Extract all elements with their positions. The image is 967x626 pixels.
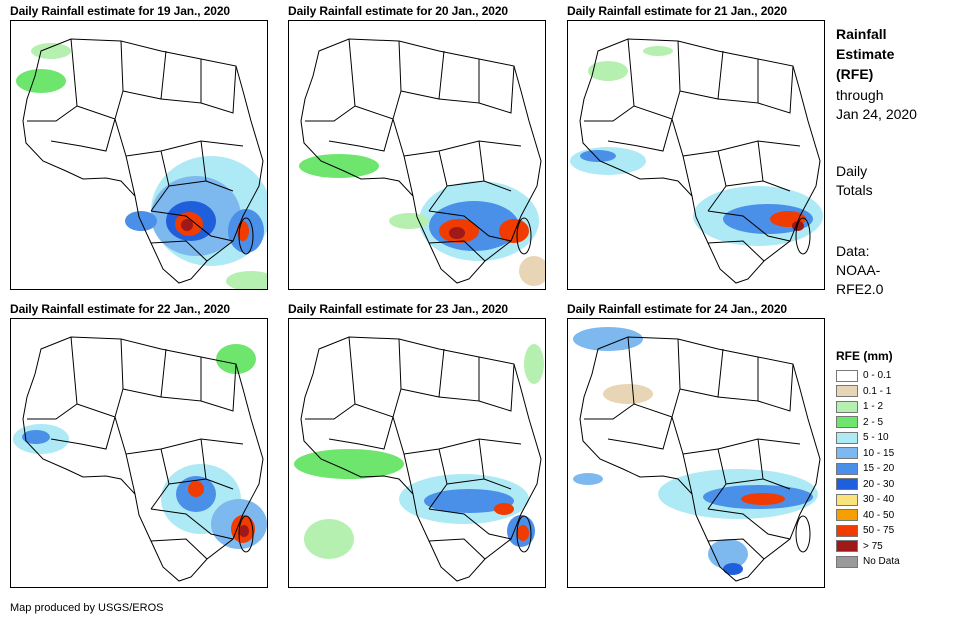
noaa-text: NOAA-	[836, 262, 881, 278]
map-panel-22-jan: Daily Rainfall estimate for 22 Jan., 202…	[10, 302, 268, 588]
panel-title: Daily Rainfall estimate for 24 Jan., 202…	[567, 302, 788, 316]
country-borders	[300, 38, 542, 284]
legend-swatch	[836, 416, 858, 428]
side-title: Rainfall Estimate (RFE)	[836, 24, 894, 84]
rainfall-map	[10, 20, 268, 290]
legend-label: 20 - 30	[863, 478, 895, 490]
through-text: through	[836, 87, 884, 103]
legend-item: 2 - 5	[836, 415, 883, 430]
rfe-text: RFE2.0	[836, 281, 884, 297]
legend-swatch	[836, 431, 858, 444]
legend-item: 15 - 20	[836, 461, 894, 476]
legend-label: 15 - 20	[863, 463, 895, 474]
side-title-line2: Estimate	[836, 46, 895, 62]
legend-label: No Data	[863, 556, 900, 567]
rainfall-map	[10, 318, 268, 588]
legend-swatch	[836, 493, 858, 506]
legend-label: 10 - 15	[863, 447, 895, 459]
legend-item: 0 - 0.1	[836, 368, 891, 383]
data-source-label: Data: NOAA- RFE2.0	[836, 242, 883, 299]
map-panel-21-jan: Daily Rainfall estimate for 21 Jan., 202…	[567, 4, 825, 290]
country-borders	[579, 38, 821, 284]
legend-swatch	[836, 447, 858, 459]
rainfall-overlay	[299, 154, 545, 286]
panel-title: Daily Rainfall estimate for 22 Jan., 202…	[10, 302, 231, 316]
rainfall-map	[567, 20, 825, 290]
daily-totals-label: Daily Totals	[836, 162, 873, 200]
through-label: through Jan 24, 2020	[836, 86, 917, 124]
legend-item: 10 - 15	[836, 446, 894, 461]
map-panel-23-jan: Daily Rainfall estimate for 23 Jan., 202…	[288, 302, 546, 588]
legend-label: 5 - 10	[863, 432, 889, 443]
through-date: Jan 24, 2020	[836, 106, 917, 122]
legend-label: 2 - 5	[863, 416, 884, 428]
legend-swatch	[836, 385, 858, 397]
legend-swatch	[836, 555, 858, 568]
legend-label: 1 - 2	[863, 401, 884, 412]
legend-label: 50 - 75	[863, 525, 895, 536]
panel-title: Daily Rainfall estimate for 21 Jan., 202…	[567, 4, 788, 18]
map-panel-24-jan: Daily Rainfall estimate for 24 Jan., 202…	[567, 302, 825, 588]
legend-swatch	[836, 462, 858, 475]
rainfall-overlay	[16, 43, 267, 289]
legend-label: 0.1 - 1	[863, 385, 892, 397]
legend-swatch	[836, 369, 858, 382]
panel-title: Daily Rainfall estimate for 23 Jan., 202…	[288, 302, 509, 316]
legend-item: 50 - 75	[836, 523, 894, 538]
legend-item: 0.1 - 1	[836, 384, 891, 399]
side-title-line1: Rainfall	[836, 26, 887, 42]
legend-label: > 75	[863, 540, 883, 552]
legend-label: 30 - 40	[863, 494, 895, 505]
legend-label: 40 - 50	[863, 509, 895, 521]
rainfall-overlay	[573, 327, 818, 575]
map-credit: Map produced by USGS/EROS	[10, 602, 164, 614]
totals-text: Totals	[836, 182, 873, 198]
daily-text: Daily	[836, 163, 868, 179]
side-title-line3: (RFE)	[836, 66, 874, 82]
rainfall-overlay	[570, 46, 823, 246]
country-borders	[300, 336, 542, 582]
legend-item: 1 - 2	[836, 399, 883, 414]
legend-swatch	[836, 540, 858, 552]
rainfall-map	[567, 318, 825, 588]
country-borders	[579, 336, 821, 582]
legend-swatch	[836, 509, 858, 521]
legend-swatch	[836, 478, 858, 490]
country-borders	[22, 336, 264, 582]
rainfall-map	[288, 20, 546, 290]
legend-item: 5 - 10	[836, 430, 889, 445]
legend-swatch	[836, 400, 858, 413]
map-panel-20-jan: Daily Rainfall estimate for 20 Jan., 202…	[288, 4, 546, 290]
legend-item: 30 - 40	[836, 492, 894, 507]
legend-swatch	[836, 524, 858, 537]
panel-title: Daily Rainfall estimate for 20 Jan., 202…	[288, 4, 509, 18]
legend-title: RFE (mm)	[836, 349, 893, 363]
legend-label: 0 - 0.1	[863, 370, 892, 381]
country-borders	[22, 38, 264, 284]
legend-item: 40 - 50	[836, 508, 894, 523]
map-panel-19-jan: Daily Rainfall estimate for 19 Jan., 202…	[10, 4, 268, 290]
data-text: Data:	[836, 243, 870, 259]
rainfall-overlay	[294, 344, 544, 559]
legend-item: 20 - 30	[836, 477, 894, 492]
rainfall-overlay	[13, 344, 267, 549]
panel-title: Daily Rainfall estimate for 19 Jan., 202…	[10, 4, 231, 18]
legend-item: No Data	[836, 554, 900, 569]
rainfall-map	[288, 318, 546, 588]
legend-item: > 75	[836, 539, 883, 554]
